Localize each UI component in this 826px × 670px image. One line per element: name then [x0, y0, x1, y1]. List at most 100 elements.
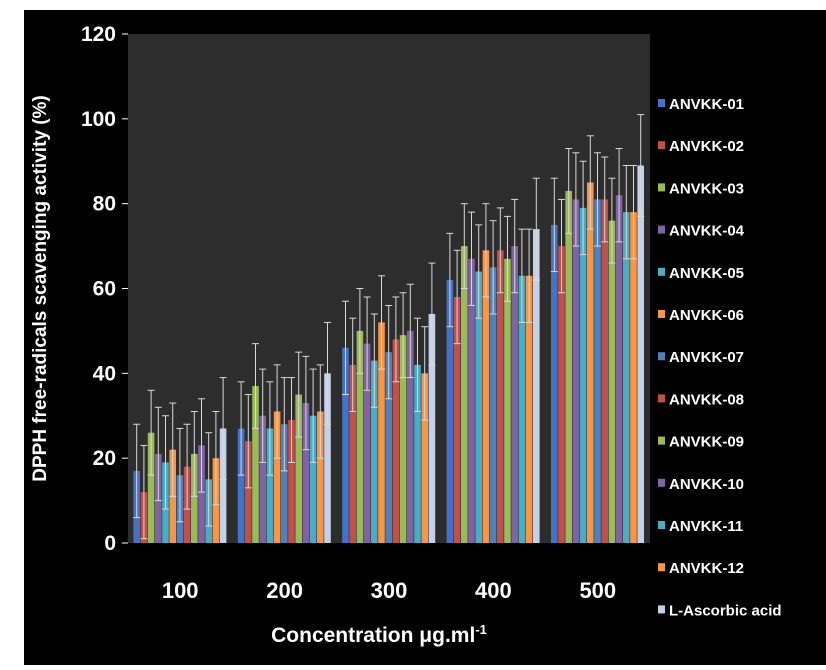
- legend-label: ANVKK-10: [669, 476, 744, 493]
- bar-100-anvkk-10: [198, 445, 205, 543]
- bar-300-anvkk-07: [385, 352, 392, 543]
- bar-400-anvkk-08: [497, 250, 504, 543]
- bar-200-anvkk-02: [245, 441, 252, 543]
- bar-300-anvkk-05: [371, 360, 378, 543]
- bar-200-anvkk-07: [281, 424, 288, 543]
- legend-label: ANVKK-03: [669, 180, 744, 197]
- bar-300-l-ascorbic-acid: [428, 313, 436, 543]
- legend-swatch: [658, 267, 665, 276]
- legend-swatch: [658, 183, 665, 192]
- bar-300-anvkk-11: [414, 364, 421, 543]
- bar-500-anvkk-06: [587, 182, 594, 544]
- bar-100-l-ascorbic-acid: [219, 428, 227, 543]
- legend-label: ANVKK-12: [669, 560, 744, 577]
- x-axis-label-superscript: -1: [475, 622, 487, 637]
- y-axis-ticks: 0 20 40 60 80 100 120: [81, 23, 128, 555]
- bar-200-anvkk-03: [252, 386, 259, 543]
- bar-500-anvkk-05: [579, 207, 587, 544]
- x-tick-label: 100: [162, 578, 199, 603]
- bar-500-anvkk-03: [565, 190, 572, 544]
- bar-500-anvkk-04: [572, 199, 580, 544]
- bar-300-anvkk-08: [392, 339, 400, 543]
- bar-100-anvkk-09: [191, 453, 198, 543]
- bar-500-anvkk-11: [623, 212, 630, 543]
- y-tick-label: 60: [93, 278, 116, 301]
- legend-swatch: [658, 605, 665, 614]
- bar-400-anvkk-05: [475, 271, 482, 543]
- bar-200-anvkk-09: [295, 394, 302, 543]
- bar-300-anvkk-03: [356, 330, 364, 543]
- legend-swatch: [658, 563, 665, 572]
- bar-300-anvkk-04: [363, 343, 371, 543]
- legend-swatch: [658, 99, 665, 107]
- x-axis-label-main: Concentration μg.ml: [271, 624, 475, 647]
- x-tick-label: 400: [475, 578, 512, 603]
- legend-swatch: [658, 225, 665, 234]
- legend-swatch: [658, 141, 665, 150]
- bar-400-l-ascorbic-acid: [533, 229, 540, 543]
- bar-500-anvkk-08: [601, 199, 608, 544]
- legend-label: ANVKK-05: [669, 265, 744, 282]
- y-tick-label: 80: [93, 193, 116, 216]
- bar-200-anvkk-10: [302, 403, 310, 543]
- bar-100-anvkk-03: [147, 432, 155, 543]
- x-axis-ticks: 100 200 300 400 500: [162, 578, 616, 603]
- legend-label: ANVKK-08: [669, 391, 744, 408]
- y-tick-label: 40: [93, 362, 116, 385]
- legend-swatch: [658, 310, 665, 318]
- bar-300-anvkk-09: [399, 335, 407, 543]
- x-tick-label: 500: [579, 578, 616, 603]
- chart-svg: 0 20 40 60 80 100 120 100 200 300 400 500 DPPH fre…: [30, 23, 782, 647]
- bar-400-anvkk-07: [489, 267, 497, 543]
- bar-400-anvkk-09: [504, 258, 511, 543]
- legend-label: ANVKK-06: [669, 307, 744, 324]
- chart-frame: 0 20 40 60 80 100 120 100 200 300 400 500 DPPH fre…: [24, 10, 826, 665]
- bar-300-anvkk-12: [421, 373, 428, 543]
- bar-300-anvkk-01: [342, 347, 349, 543]
- bar-300-anvkk-02: [349, 364, 356, 543]
- bar-400-anvkk-11: [518, 275, 526, 543]
- x-tick-label: 300: [371, 578, 408, 603]
- bar-500-anvkk-12: [630, 212, 637, 543]
- legend-label: ANVKK-02: [669, 138, 744, 155]
- bar-200-anvkk-08: [288, 419, 295, 543]
- bar-200-anvkk-06: [273, 411, 281, 543]
- bar-500-anvkk-10: [615, 195, 623, 543]
- legend-label: ANVKK-07: [669, 349, 744, 366]
- bar-400-anvkk-06: [482, 250, 490, 543]
- bar-200-l-ascorbic-acid: [324, 373, 331, 543]
- legend-swatch: [658, 478, 665, 487]
- bar-500-anvkk-02: [558, 246, 565, 544]
- bar-500-anvkk-01: [551, 224, 558, 543]
- x-axis-label: Concentration μg.ml-1: [271, 622, 487, 647]
- legend-label: ANVKK-04: [669, 223, 745, 240]
- legend-swatch: [658, 436, 665, 445]
- legend-swatch: [658, 352, 665, 361]
- bar-200-anvkk-01: [237, 428, 245, 543]
- bar-400-anvkk-10: [511, 246, 518, 544]
- bar-400-anvkk-04: [468, 258, 475, 543]
- legend: ANVKK-01 ANVKK-02 ANVKK-03 ANVKK-04 ANVKK-05…: [658, 96, 782, 619]
- bar-300-anvkk-10: [407, 330, 414, 543]
- bar-200-anvkk-11: [309, 415, 317, 543]
- bar-400-anvkk-03: [461, 246, 468, 544]
- bar-200-anvkk-05: [266, 428, 274, 543]
- bar-300-anvkk-06: [378, 322, 385, 543]
- y-tick-label: 0: [104, 532, 116, 555]
- legend-label: ANVKK-09: [669, 434, 744, 451]
- bar-400-anvkk-02: [453, 296, 461, 543]
- error-bars-group: [133, 114, 645, 540]
- bar-400-anvkk-01: [446, 280, 454, 543]
- y-tick-label: 120: [81, 23, 116, 46]
- bar-500-anvkk-09: [608, 220, 616, 543]
- x-tick-label: 200: [266, 578, 303, 603]
- bar-400-anvkk-12: [525, 275, 533, 543]
- legend-swatch: [658, 521, 665, 529]
- bar-500-l-ascorbic-acid: [637, 165, 644, 543]
- y-tick-label: 100: [81, 108, 116, 131]
- bar-500-anvkk-07: [594, 199, 601, 544]
- legend-swatch: [658, 394, 665, 403]
- bar-200-anvkk-04: [259, 415, 266, 543]
- bar-200-anvkk-12: [317, 411, 324, 543]
- legend-label: ANVKK-01: [669, 96, 744, 113]
